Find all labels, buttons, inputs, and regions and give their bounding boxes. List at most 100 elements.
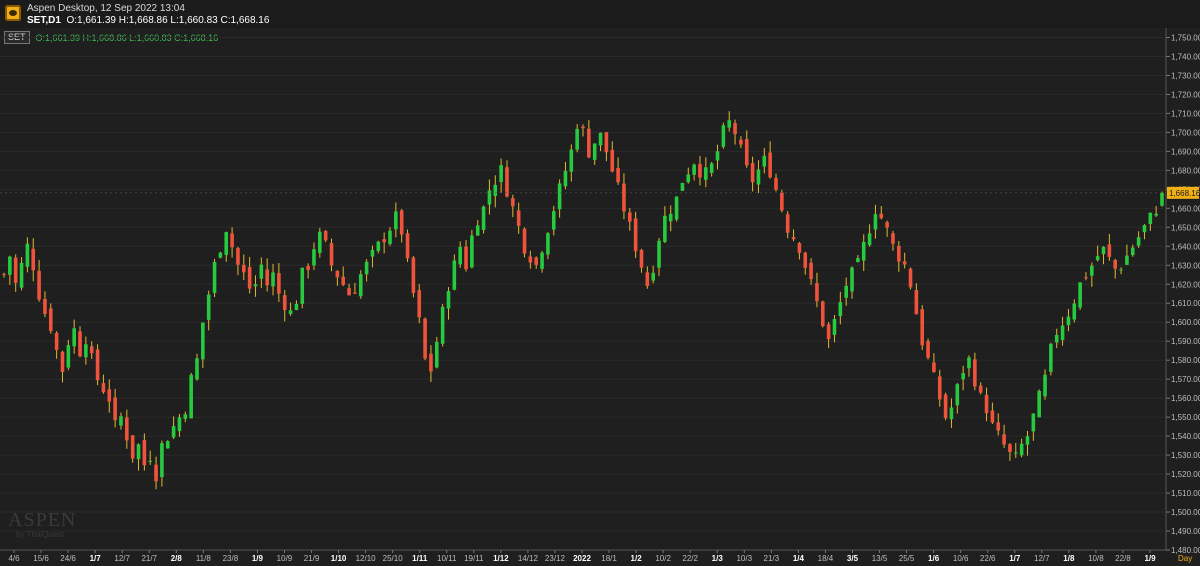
candle-body-down [347, 288, 351, 296]
candle-body-up [25, 243, 30, 267]
candle-body-up [493, 184, 498, 197]
candle-body-down [826, 324, 831, 340]
time-tick-label: 10/11 [437, 554, 457, 563]
candle-body-down [282, 295, 287, 311]
candle-body-up [206, 294, 211, 320]
price-tick-label: 1,660.00 [1171, 204, 1200, 213]
candle-body-up [1066, 316, 1071, 326]
candle-body-up [551, 211, 556, 230]
candle-body-down [2, 274, 6, 276]
candle-body-up [546, 233, 550, 255]
candle-body-up [148, 460, 153, 462]
candle-body-up [832, 318, 837, 335]
last-price-badge [1167, 186, 1199, 199]
time-tick-label: 10/3 [736, 554, 752, 563]
price-tick-label: 1,610.00 [1171, 299, 1200, 308]
price-tick-label: 1,520.00 [1171, 470, 1200, 479]
price-tick-label: 1,540.00 [1171, 432, 1200, 441]
candle-body-down [31, 248, 36, 271]
candle-body-down [996, 422, 1001, 431]
candle-body-down [89, 346, 94, 354]
time-tick-label: 25/5 [899, 554, 915, 563]
candle-body-down [353, 292, 357, 294]
candle-body-down [815, 283, 819, 302]
candle-body-up [1072, 303, 1077, 320]
price-tick-label: 1,590.00 [1171, 337, 1200, 346]
candle-body-up [657, 240, 661, 268]
candle-body-up [563, 170, 568, 187]
candle-body-down [809, 262, 813, 280]
time-tick-label: 15/6 [33, 554, 49, 563]
time-tick-label: 12/7 [114, 554, 130, 563]
time-tick-label: 13/5 [872, 554, 888, 563]
candle-body-up [475, 225, 480, 236]
candle-body-up [1090, 265, 1094, 276]
candle-body-up [727, 120, 732, 128]
candle-body-up [651, 272, 655, 281]
time-tick-label: 4/6 [8, 554, 20, 563]
price-tick-label: 1,550.00 [1171, 413, 1200, 422]
candle-body-down [1113, 259, 1118, 269]
price-tick-label: 1,530.00 [1171, 451, 1200, 460]
time-tick-label: 10/9 [277, 554, 293, 563]
candle-body-up [364, 261, 369, 275]
price-tick-label: 1,650.00 [1171, 223, 1200, 232]
candle-body-up [259, 264, 264, 279]
time-tick-label: 23/8 [223, 554, 239, 563]
candle-body-up [119, 416, 123, 426]
candle-body-up [668, 213, 673, 222]
candle-body-up [165, 441, 170, 449]
candle-body-up [253, 284, 258, 287]
candle-body-down [464, 246, 468, 270]
candle-body-down [932, 362, 936, 372]
price-tick-label: 1,500.00 [1171, 508, 1200, 517]
time-tick-label: 24/6 [60, 554, 76, 563]
candle-body-down [914, 290, 919, 315]
candle-body-up [1130, 247, 1135, 256]
price-tick-label: 1,740.00 [1171, 52, 1200, 61]
candle-body-up [709, 163, 714, 173]
time-tick-label: 1/10 [331, 554, 347, 563]
candle-body-up [663, 215, 667, 242]
candle-body-up [171, 426, 176, 438]
time-tick-label: 22/6 [980, 554, 996, 563]
candle-body-up [136, 444, 141, 460]
price-tick-label: 1,680.00 [1171, 166, 1200, 175]
candle-body-down [247, 266, 252, 289]
candle-body-down [633, 218, 638, 252]
window-title: Aspen Desktop, 12 Sep 2022 13:04 [27, 3, 185, 14]
candle-body-up [160, 443, 164, 478]
price-tick-label: 1,630.00 [1171, 261, 1200, 270]
candle-body-down [265, 269, 269, 286]
candle-body-up [557, 183, 562, 210]
candle-body-down [534, 257, 539, 265]
candle-body-down [329, 243, 334, 266]
candle-body-up [458, 246, 462, 265]
time-tick-label: 1/6 [928, 554, 940, 563]
candle-body-down [943, 394, 948, 419]
time-tick-label: 3/5 [847, 554, 859, 563]
candle-body-up [1136, 237, 1141, 246]
time-tick-label: 10/6 [953, 554, 969, 563]
candle-body-up [271, 272, 275, 287]
candle-body-down [733, 123, 737, 135]
candle-body-down [43, 298, 47, 314]
candle-body-down [78, 331, 82, 357]
candle-body-down [645, 272, 650, 287]
candle-body-up [212, 261, 217, 293]
time-tick-label: 1/12 [493, 554, 509, 563]
candle-body-up [446, 291, 451, 309]
price-tick-label: 1,620.00 [1171, 280, 1200, 289]
price-axis[interactable] [1166, 28, 1200, 550]
candle-body-up [84, 344, 88, 358]
aspen-app-icon[interactable] [5, 5, 21, 21]
candle-body-down [48, 308, 53, 332]
candle-body-down [142, 440, 147, 466]
candle-body-down [973, 359, 977, 387]
candle-body-up [1142, 225, 1147, 233]
ohlc-header: O:1,661.39 H:1,668.86 L:1,660.83 C:1,668… [66, 15, 270, 26]
candle-body-down [891, 233, 895, 244]
candle-body-down [423, 318, 427, 359]
candle-body-down [902, 261, 907, 265]
